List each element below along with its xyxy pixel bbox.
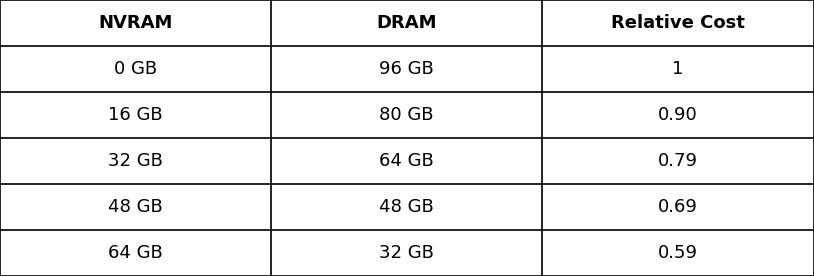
Text: 0.59: 0.59 bbox=[658, 244, 698, 262]
Text: NVRAM: NVRAM bbox=[98, 14, 173, 32]
Text: 80 GB: 80 GB bbox=[379, 106, 434, 124]
Text: 0.79: 0.79 bbox=[658, 152, 698, 170]
Text: 1: 1 bbox=[672, 60, 684, 78]
Text: 16 GB: 16 GB bbox=[108, 106, 163, 124]
Text: 0.69: 0.69 bbox=[659, 198, 698, 216]
Text: 32 GB: 32 GB bbox=[379, 244, 434, 262]
Text: 0.90: 0.90 bbox=[659, 106, 698, 124]
Text: 48 GB: 48 GB bbox=[379, 198, 434, 216]
Text: 0 GB: 0 GB bbox=[114, 60, 157, 78]
Text: DRAM: DRAM bbox=[376, 14, 437, 32]
Text: 64 GB: 64 GB bbox=[108, 244, 163, 262]
Text: 64 GB: 64 GB bbox=[379, 152, 434, 170]
Text: 96 GB: 96 GB bbox=[379, 60, 434, 78]
Text: 32 GB: 32 GB bbox=[108, 152, 163, 170]
Text: Relative Cost: Relative Cost bbox=[611, 14, 745, 32]
Text: 48 GB: 48 GB bbox=[108, 198, 163, 216]
